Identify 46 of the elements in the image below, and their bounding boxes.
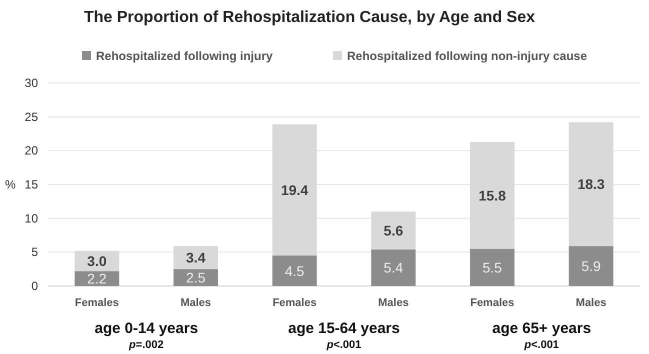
data-label: 19.4 [280,182,308,198]
bar [371,212,416,250]
bar [371,249,416,286]
y-tick-label: 20 [24,144,38,158]
legend-label: Rehospitalized following non-injury cause [347,49,588,63]
y-tick-label: 30 [24,76,38,90]
bar [470,248,514,286]
y-tick-label: 10 [24,211,38,226]
data-label: 5.9 [581,258,602,274]
y-tick-label: 0 [31,279,38,293]
bar [272,124,317,256]
x-tick-label: Males [180,297,212,309]
bar [174,269,218,286]
legend-label: Rehospitalized following injury [96,49,273,63]
y-tick-label: 15 [24,178,38,192]
data-label: 15.8 [478,187,506,204]
data-label: 18.3 [577,176,605,192]
data-label: 4.5 [284,262,305,279]
y-tick-label: 25 [24,110,38,124]
x-tick-label: Females [470,297,514,309]
bar [470,142,514,249]
text: age 0-14 years [94,320,198,337]
text: p=.002 [128,339,164,351]
bar [568,122,614,246]
text: p<.001 [326,339,362,351]
x-tick-label: Females [272,297,317,309]
data-label: 2.5 [186,270,206,286]
data-label: 5.6 [384,222,404,239]
x-tick-label: Males [378,297,409,309]
bar [174,246,218,270]
text: age 65+ years [492,320,592,337]
bar [272,256,317,286]
data-label: 5.4 [384,260,404,276]
text: age 15-64 years [288,320,400,337]
data-label: 5.5 [482,259,502,276]
x-tick-label: Males [576,297,606,309]
data-label: 3.0 [87,252,107,269]
bar [74,271,120,286]
data-label: 2.2 [87,270,107,287]
x-tick-label: Females [74,297,119,309]
bar [568,246,614,286]
data-label: 3.4 [186,250,206,266]
y-tick-label: 5 [31,245,38,260]
y-axis-title: % [5,178,16,192]
chart-title: The Proportion of Rehospitalization Cause, by Age and Sex [84,9,536,26]
text: p<.001 [523,339,559,351]
